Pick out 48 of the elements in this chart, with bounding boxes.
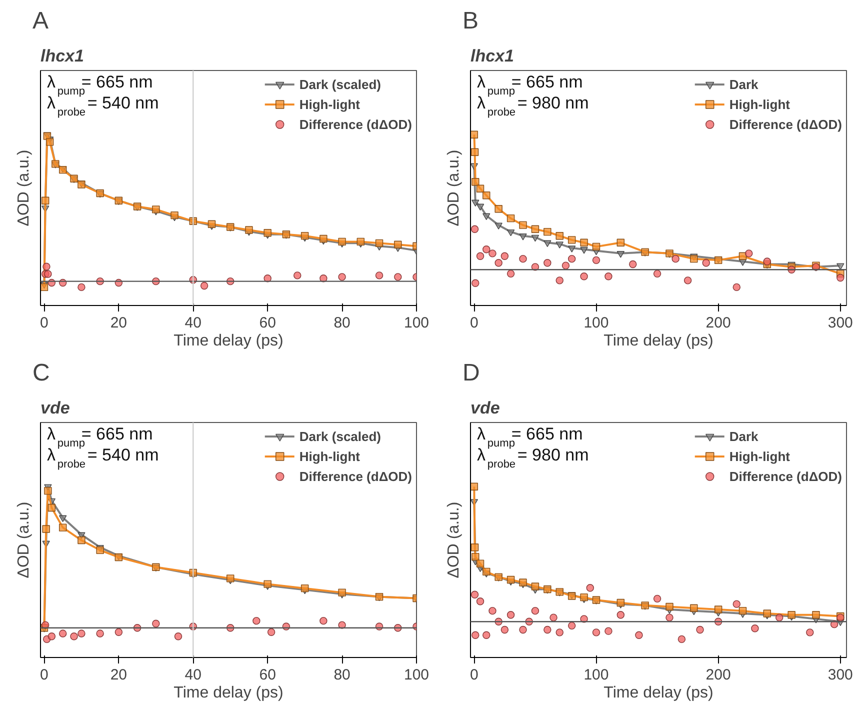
chart-title: A — [32, 8, 49, 34]
chart-title: D — [462, 360, 480, 386]
x-axis-title: Time delay (ps) — [604, 684, 714, 702]
x-tick-label: 200 — [706, 666, 731, 684]
x-tick-label: 40 — [184, 666, 202, 684]
chart-title: C — [32, 360, 50, 386]
x-tick-label: 40 — [184, 314, 202, 332]
legend-label: High-light — [729, 448, 790, 464]
legend-label: High-light — [299, 96, 360, 112]
y-axis-title: ΔOD (a.u.) — [16, 502, 32, 578]
x-tick-label: 60 — [259, 666, 276, 684]
x-tick-label: 300 — [828, 314, 853, 332]
x-tick-label: 0 — [40, 666, 48, 684]
x-axis-title: Time delay (ps) — [604, 332, 714, 350]
y-axis-title: ΔOD (a.u.) — [16, 150, 32, 226]
legend-label: Dark (scaled) — [299, 76, 382, 92]
y-axis-title: ΔOD (a.u.) — [446, 502, 462, 578]
x-tick-label: 300 — [828, 666, 853, 684]
x-tick-label: 80 — [334, 314, 350, 332]
x-tick-label: 80 — [334, 666, 350, 684]
legend-label: Difference (dΔOD) — [299, 468, 412, 484]
x-tick-label: 100 — [404, 666, 430, 684]
chart-subtitle: lhcx1 — [40, 46, 84, 66]
x-tick-label: 100 — [404, 314, 430, 332]
legend-label: Difference (dΔOD) — [729, 468, 842, 484]
x-tick-label: 0 — [40, 314, 48, 332]
x-axis-title: Time delay (ps) — [174, 332, 284, 350]
x-tick-label: 20 — [110, 314, 128, 332]
legend-label: High-light — [299, 448, 360, 464]
legend-label: Difference (dΔOD) — [299, 116, 412, 132]
chart-subtitle: vde — [40, 398, 70, 418]
y-axis-title: ΔOD (a.u.) — [446, 150, 462, 226]
x-tick-label: 100 — [584, 314, 609, 332]
chart-subtitle: vde — [470, 398, 500, 418]
x-tick-label: 0 — [470, 314, 478, 332]
legend-label: Dark — [729, 428, 758, 444]
x-tick-label: 60 — [259, 314, 276, 332]
legend-label: Dark (scaled) — [299, 428, 382, 444]
x-tick-label: 20 — [110, 666, 128, 684]
x-axis-title: Time delay (ps) — [174, 684, 284, 702]
legend-label: Dark — [729, 76, 758, 92]
chart-subtitle: lhcx1 — [470, 46, 514, 66]
legend-label: Difference (dΔOD) — [729, 116, 842, 132]
chart-title: B — [462, 8, 479, 34]
x-tick-label: 0 — [470, 666, 478, 684]
legend-label: High-light — [729, 96, 790, 112]
x-tick-label: 100 — [584, 666, 609, 684]
x-tick-label: 200 — [706, 314, 731, 332]
